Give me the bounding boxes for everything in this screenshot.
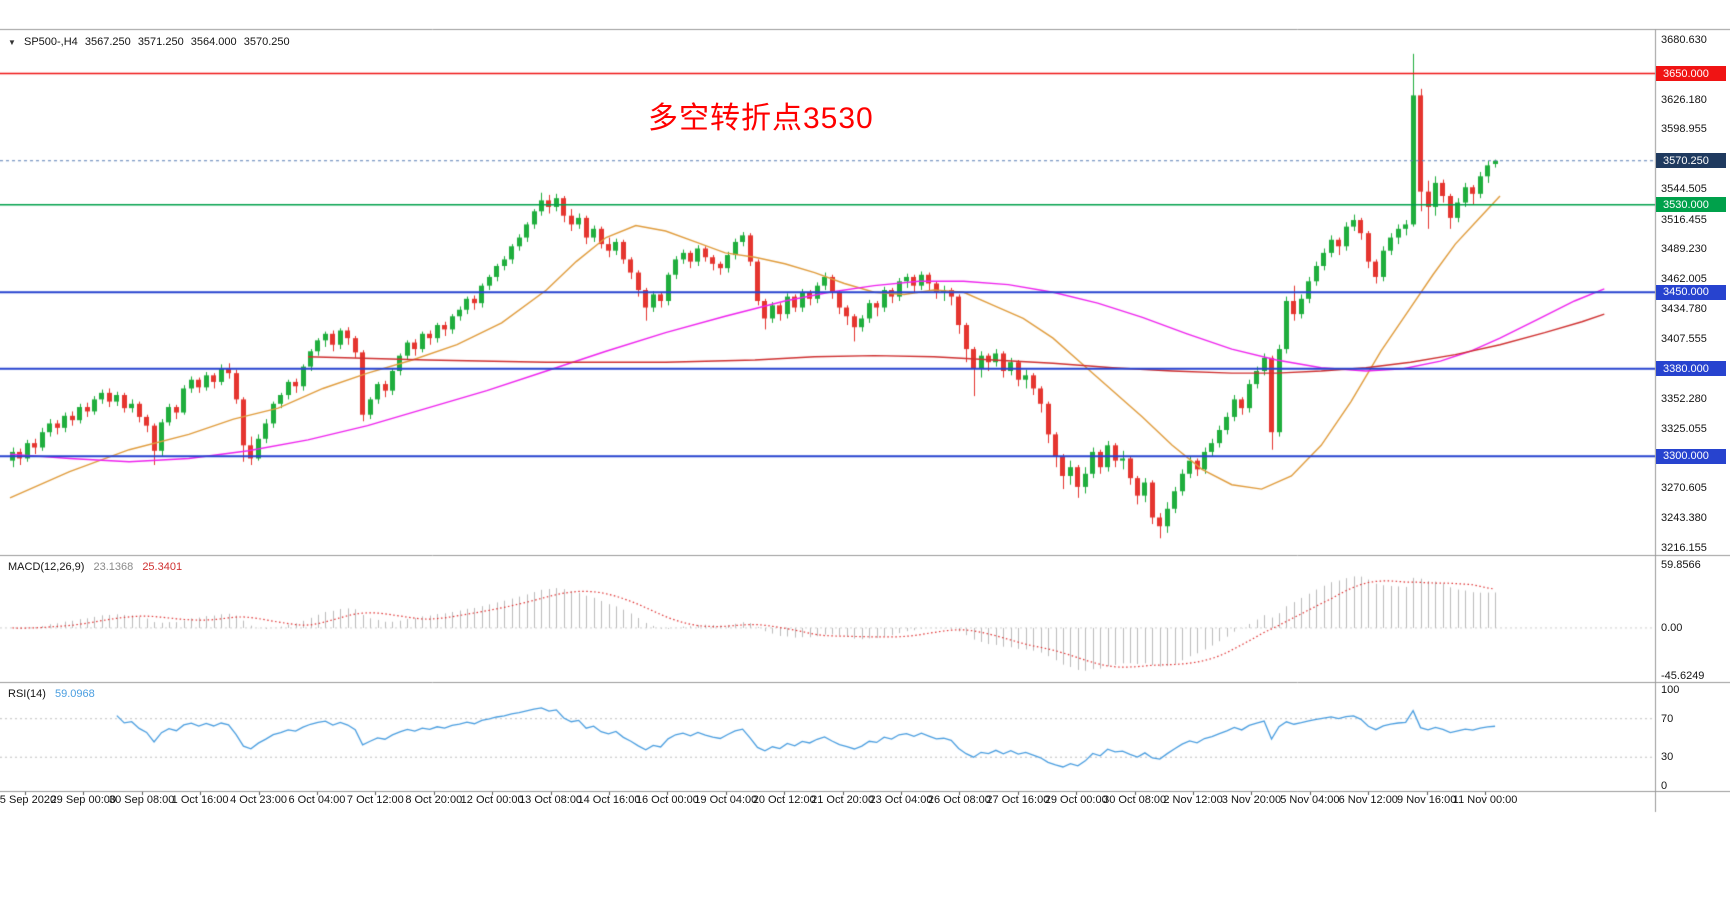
chart-canvas[interactable] [0,0,1730,897]
trading-terminal-window: ▤AT↖▾ M1M5M15M30H1H4D1W1MN ▼ SP500-,H4 3… [0,0,1730,897]
